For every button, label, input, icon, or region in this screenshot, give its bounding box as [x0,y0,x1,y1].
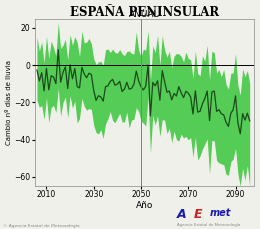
Text: ANUAL: ANUAL [129,10,160,19]
Text: E: E [194,208,203,221]
Text: © Agencia Estatal de Meteorología: © Agencia Estatal de Meteorología [3,224,79,228]
Y-axis label: Cambio nº días de lluvia: Cambio nº días de lluvia [5,60,11,145]
Text: Agencia Estatal de Meteorología: Agencia Estatal de Meteorología [177,223,240,227]
X-axis label: Año: Año [136,201,153,210]
Title: ESPAÑA PENINSULAR: ESPAÑA PENINSULAR [70,5,219,19]
Text: met: met [210,208,231,218]
Text: A: A [177,208,186,221]
